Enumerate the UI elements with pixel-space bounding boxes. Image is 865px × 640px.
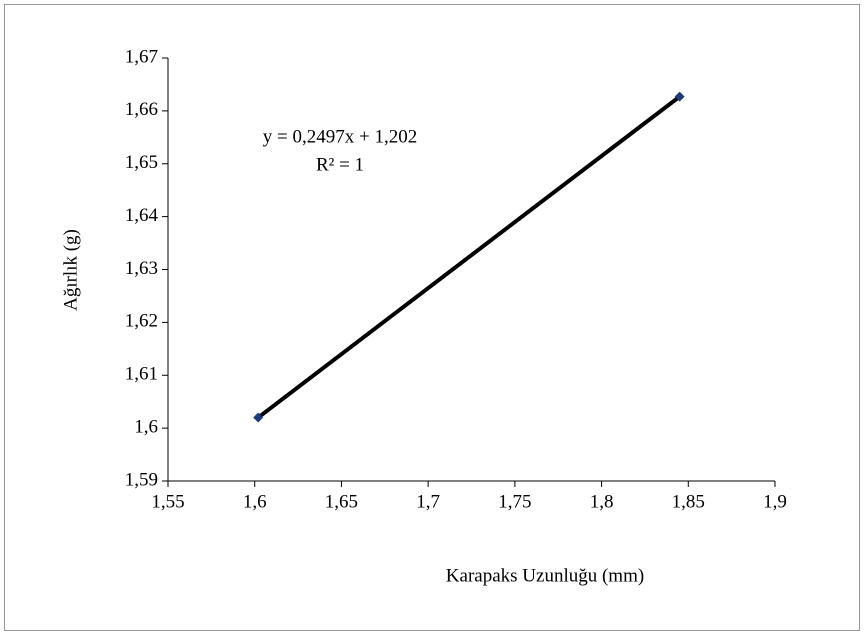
data-point <box>674 91 685 102</box>
y-tick-label: 1,66 <box>125 99 158 120</box>
x-tick-label: 1,9 <box>763 491 787 512</box>
x-tick-label: 1,55 <box>151 491 184 512</box>
chart-border <box>4 4 860 631</box>
x-tick-label: 1,75 <box>498 491 531 512</box>
x-tick-label: 1,7 <box>416 491 440 512</box>
y-tick-label: 1,67 <box>125 46 158 67</box>
y-tick-label: 1,63 <box>125 258 158 279</box>
x-axis-title: Karapaks Uzunluğu (mm) <box>446 565 644 586</box>
y-tick-label: 1,64 <box>125 205 159 226</box>
x-tick-label: 1,65 <box>325 491 358 512</box>
equation: y = 0,2497x + 1,202 <box>263 126 417 147</box>
y-tick-label: 1,65 <box>125 152 158 173</box>
r-squared: R² = 1 <box>316 154 364 175</box>
y-tick-label: 1,59 <box>125 469 158 490</box>
y-tick-label: 1,6 <box>134 416 158 437</box>
x-tick-label: 1,6 <box>243 491 267 512</box>
y-tick-label: 1,62 <box>125 311 158 332</box>
x-tick-label: 1,8 <box>590 491 614 512</box>
y-axis-title: Ağırlık (g) <box>60 229 81 311</box>
y-tick-label: 1,61 <box>125 364 158 385</box>
x-tick-label: 1,85 <box>672 491 705 512</box>
trendline <box>256 95 681 420</box>
data-point <box>253 412 264 423</box>
